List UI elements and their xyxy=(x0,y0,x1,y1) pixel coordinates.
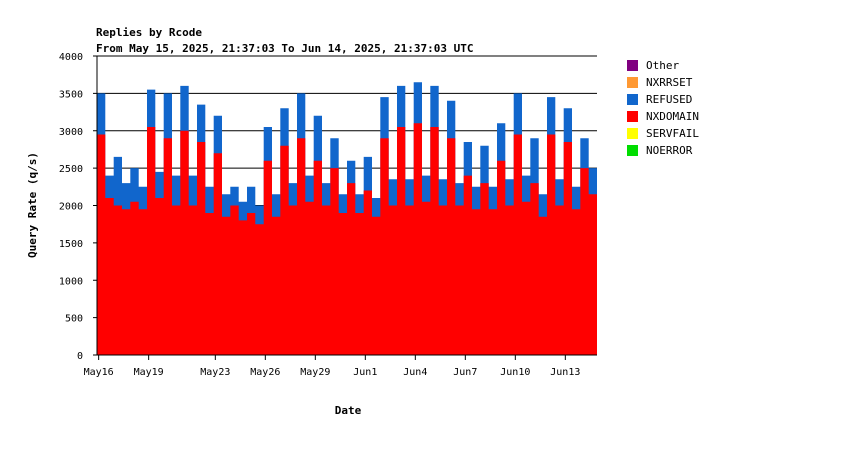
legend-swatch xyxy=(627,60,638,71)
x-tick-label: Jun4 xyxy=(403,367,427,378)
chart-title: Replies by Rcode xyxy=(96,26,202,39)
y-tick-label: 1500 xyxy=(59,239,83,250)
legend-swatch xyxy=(627,77,638,88)
x-tick-label: Jun1 xyxy=(353,367,377,378)
legend-label: NOERROR xyxy=(646,144,693,157)
y-tick-label: 0 xyxy=(77,351,83,362)
x-tick-label: May29 xyxy=(300,367,330,378)
x-axis-label: Date xyxy=(335,404,362,417)
legend-swatch xyxy=(627,145,638,156)
legend-label: SERVFAIL xyxy=(646,127,699,140)
y-tick-label: 2500 xyxy=(59,164,83,175)
y-tick-label: 2000 xyxy=(59,202,83,213)
x-tick-label: May16 xyxy=(84,367,114,378)
legend-label: REFUSED xyxy=(646,93,692,106)
legend-swatch xyxy=(627,128,638,139)
x-tick-label: May26 xyxy=(250,367,280,378)
x-tick-label: Jun7 xyxy=(453,367,477,378)
y-tick-label: 1000 xyxy=(59,276,83,287)
legend: Other NXRRSET REFUSED NXDOMAIN SERVFAIL NOERR… xyxy=(627,59,699,157)
y-tick-label: 3500 xyxy=(59,89,83,100)
y-axis-label: Query Rate (q/s) xyxy=(26,152,39,258)
y-tick-label: 3000 xyxy=(59,127,83,138)
y-tick-label: 500 xyxy=(65,314,83,325)
legend-label: Other xyxy=(646,59,679,72)
legend-label: NXRRSET xyxy=(646,76,693,89)
x-tick-label: May23 xyxy=(200,367,230,378)
x-tick-label: May19 xyxy=(134,367,164,378)
legend-swatch xyxy=(627,94,638,105)
axis-layer: 0 500 1000 1500 2000 2500 3000 3500 4000 May16 May… xyxy=(59,52,597,378)
series-nxdomain-area xyxy=(97,123,597,355)
series-layer xyxy=(97,82,597,355)
legend-swatch xyxy=(627,111,638,122)
chart-subtitle: From May 15, 2025, 21:37:03 To Jun 14, 2… xyxy=(96,42,474,55)
x-tick-label: Jun10 xyxy=(500,367,530,378)
y-tick-label: 4000 xyxy=(59,52,83,63)
x-tick-label: Jun13 xyxy=(550,367,580,378)
legend-label: NXDOMAIN xyxy=(646,110,699,123)
